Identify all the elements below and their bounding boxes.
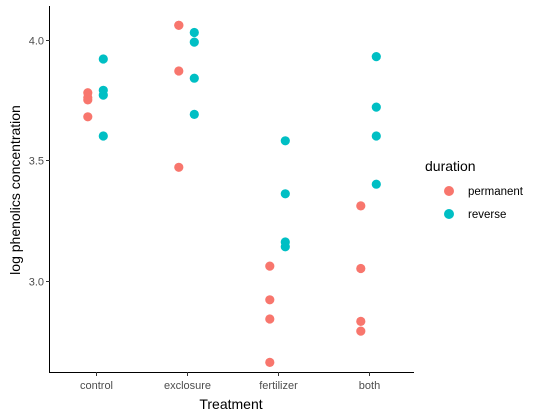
- data-point-reverse: [98, 131, 108, 141]
- data-point-reverse: [280, 189, 290, 199]
- data-point-reverse: [371, 131, 381, 141]
- data-point-permanent: [174, 162, 184, 172]
- data-point-permanent: [265, 314, 275, 324]
- data-point-reverse: [371, 102, 381, 112]
- points-layer: [83, 20, 381, 367]
- x-tick-label-both: both: [359, 380, 380, 392]
- data-point-permanent: [265, 295, 275, 305]
- legend-label-reverse: reverse: [468, 209, 506, 221]
- x-tick-label-fertilizer: fertilizer: [259, 380, 298, 392]
- y-axis-title: log phenolics concentration: [7, 105, 23, 275]
- data-point-permanent: [83, 95, 93, 105]
- data-point-reverse: [189, 27, 199, 38]
- data-point-reverse: [280, 136, 290, 146]
- data-point-permanent: [83, 112, 93, 122]
- data-point-reverse: [189, 73, 199, 83]
- data-point-reverse: [189, 109, 199, 119]
- y-tick-label: 3.5: [29, 156, 44, 168]
- legend-key-permanent: [444, 186, 454, 196]
- legend: duration permanent reverse: [425, 158, 524, 221]
- data-point-permanent: [265, 261, 275, 271]
- legend-title: duration: [425, 158, 476, 174]
- x-axis-title: Treatment: [199, 396, 262, 412]
- data-point-permanent: [356, 201, 366, 211]
- y-tick-label: 3.0: [29, 277, 44, 289]
- data-point-reverse: [371, 179, 381, 189]
- x-tick-label-control: control: [80, 380, 113, 392]
- data-point-permanent: [174, 66, 184, 76]
- data-point-reverse: [189, 37, 199, 47]
- data-point-reverse: [280, 242, 290, 252]
- data-point-reverse: [371, 52, 381, 62]
- data-point-reverse: [98, 90, 108, 100]
- data-point-permanent: [265, 357, 275, 367]
- data-point-permanent: [174, 20, 184, 30]
- data-point-permanent: [356, 263, 366, 274]
- x-axis-ticks: control exclosure fertilizer both: [80, 372, 380, 392]
- data-point-permanent: [356, 316, 366, 326]
- x-tick-label-exclosure: exclosure: [164, 380, 211, 392]
- legend-label-permanent: permanent: [468, 186, 524, 198]
- data-point-reverse: [98, 54, 108, 64]
- y-axis-ticks: 3.0 3.5 4.0: [29, 36, 50, 289]
- data-point-permanent: [356, 326, 366, 336]
- legend-key-reverse: [444, 209, 454, 219]
- y-tick-label: 4.0: [29, 36, 44, 48]
